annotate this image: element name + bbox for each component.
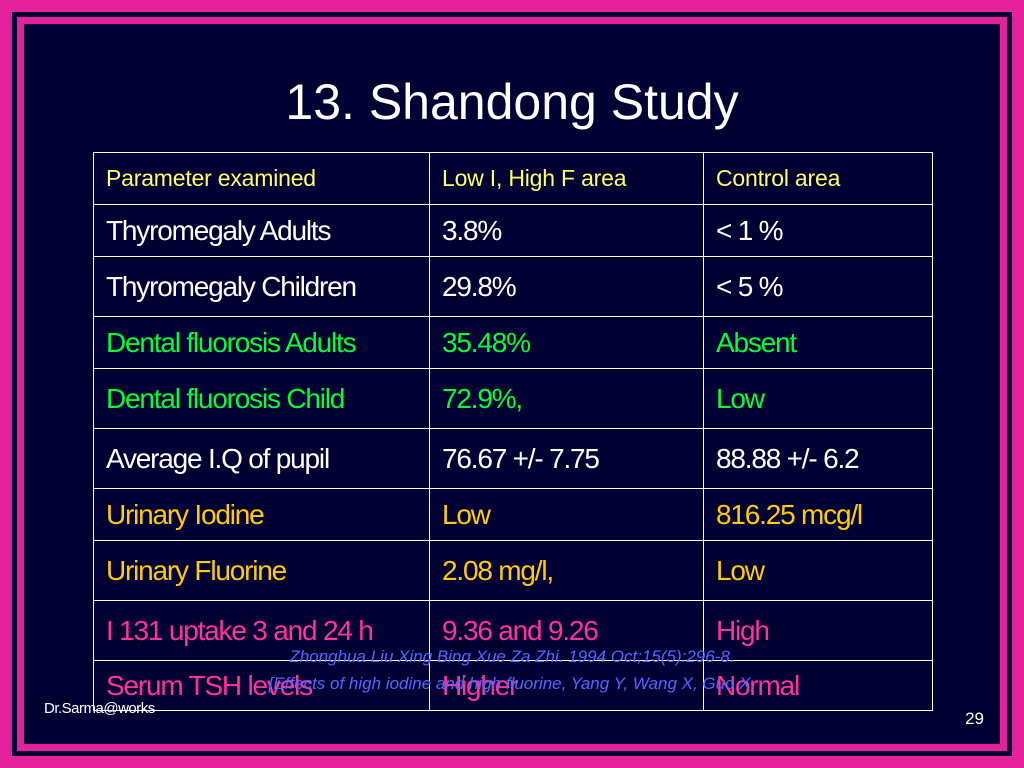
table-cell: Dental fluorosis Adults bbox=[93, 316, 430, 369]
table-cell: 3.8% bbox=[429, 204, 704, 257]
table-cell: Low bbox=[703, 540, 933, 601]
study-table: Parameter examined Low I, High F area Co… bbox=[93, 152, 933, 711]
header-cell-parameter: Parameter examined bbox=[93, 152, 430, 205]
table-cell: Low bbox=[703, 368, 933, 429]
table-cell: 72.9%, bbox=[429, 368, 704, 429]
table-cell: < 5 % bbox=[703, 256, 933, 317]
author-label: Dr.Sarma@works bbox=[44, 700, 155, 717]
slide-title: 13. Shandong Study bbox=[285, 74, 739, 130]
table-header-row: Parameter examined Low I, High F area Co… bbox=[93, 152, 933, 205]
table-row: I 131 uptake 3 and 24 h 9.36 and 9.26 Hi… bbox=[93, 600, 933, 661]
table-cell: < 1 % bbox=[703, 204, 933, 257]
header-cell-low-i-high-f: Low I, High F area bbox=[429, 152, 704, 205]
table-cell: 2.08 mg/l, bbox=[429, 540, 704, 601]
table-cell: Urinary Fluorine bbox=[93, 540, 430, 601]
table-cell: Low bbox=[429, 488, 704, 541]
table-cell: 76.67 +/- 7.75 bbox=[429, 428, 704, 489]
table-row: Dental fluorosis Child 72.9%, Low bbox=[93, 368, 933, 429]
table-cell: 816.25 mcg/l bbox=[703, 488, 933, 541]
header-cell-control: Control area bbox=[703, 152, 933, 205]
table-cell: Thyromegaly Adults bbox=[93, 204, 430, 257]
slide-inner-frame bbox=[17, 17, 1007, 751]
table-cell: 35.48% bbox=[429, 316, 704, 369]
table-cell: I 131 uptake 3 and 24 h bbox=[93, 600, 430, 661]
table-row: Average I.Q of pupil 76.67 +/- 7.75 88.8… bbox=[93, 428, 933, 489]
citation: Zhonghua Liu Xing Bing Xue Za Zhi. 1994 … bbox=[150, 643, 874, 697]
citation-line-journal: Zhonghua Liu Xing Bing Xue Za Zhi. 1994 … bbox=[289, 647, 735, 666]
table-row: Urinary Fluorine 2.08 mg/l, Low bbox=[93, 540, 933, 601]
table-row: Dental fluorosis Adults 35.48% Absent bbox=[93, 316, 933, 369]
table-cell: 9.36 and 9.26 bbox=[429, 600, 704, 661]
table-row: Serum TSH levels Higher Normal bbox=[93, 660, 933, 711]
table-cell: Average I.Q of pupil bbox=[93, 428, 430, 489]
table-cell: Serum TSH levels bbox=[93, 660, 430, 711]
table-cell: 88.88 +/- 6.2 bbox=[703, 428, 933, 489]
page-number: 29 bbox=[965, 709, 984, 728]
table-cell: Thyromegaly Children bbox=[93, 256, 430, 317]
table-cell: Urinary Iodine bbox=[93, 488, 430, 541]
table-row: Thyromegaly Adults 3.8% < 1 % bbox=[93, 204, 933, 257]
table-cell: Absent bbox=[703, 316, 933, 369]
table-cell: 29.8% bbox=[429, 256, 704, 317]
table-row: Urinary Iodine Low 816.25 mcg/l bbox=[93, 488, 933, 541]
citation-line-authors: [Effects of high iodine and high fluorin… bbox=[268, 674, 756, 693]
table-row: Thyromegaly Children 29.8% < 5 % bbox=[93, 256, 933, 317]
table-cell: Normal bbox=[703, 660, 933, 711]
table-cell: High bbox=[703, 600, 933, 661]
table-cell: Dental fluorosis Child bbox=[93, 368, 430, 429]
